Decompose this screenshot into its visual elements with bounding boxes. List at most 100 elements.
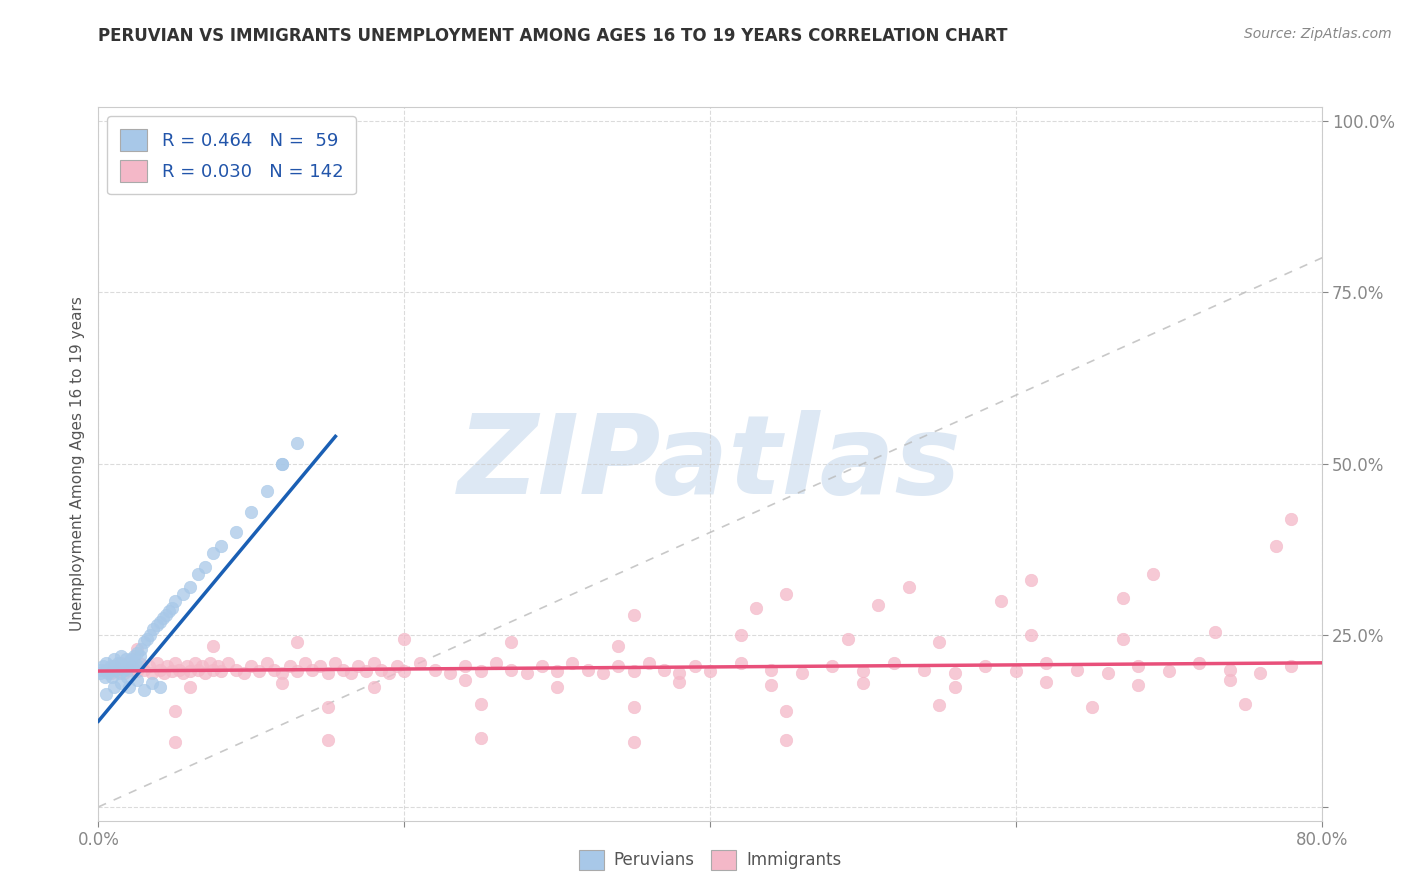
Point [423, 663, 446, 677]
Point [1004, 664, 1026, 678]
Point [179, 664, 201, 678]
Point [94, 663, 117, 677]
Point [107, 656, 129, 670]
Point [294, 656, 316, 670]
Point [160, 601, 183, 615]
Point [149, 615, 172, 629]
Point [153, 666, 176, 681]
Point [209, 539, 232, 553]
Point [576, 663, 599, 677]
Point [592, 666, 614, 681]
Point [105, 664, 128, 678]
Point [163, 704, 186, 718]
Point [103, 652, 125, 666]
Point [516, 666, 538, 681]
Point [217, 656, 239, 670]
Point [990, 594, 1012, 608]
Point [1112, 632, 1135, 646]
Point [1035, 656, 1057, 670]
Point [1188, 656, 1211, 670]
Point [354, 664, 377, 678]
Point [439, 666, 461, 681]
Point [943, 680, 966, 694]
Point [134, 663, 156, 677]
Point [683, 659, 706, 673]
Point [207, 659, 229, 673]
Point [1219, 663, 1241, 677]
Point [943, 666, 966, 681]
Point [163, 594, 186, 608]
Point [160, 664, 183, 678]
Point [1279, 512, 1302, 526]
Point [105, 659, 128, 673]
Point [332, 663, 354, 677]
Point [1234, 697, 1257, 711]
Point [155, 607, 177, 622]
Point [730, 656, 752, 670]
Point [240, 505, 263, 519]
Point [561, 656, 583, 670]
Point [122, 648, 145, 663]
Point [145, 618, 167, 632]
Point [93, 669, 115, 683]
Point [637, 656, 661, 670]
Point [112, 666, 135, 681]
Point [790, 666, 813, 681]
Point [278, 659, 301, 673]
Point [1019, 574, 1042, 588]
Point [897, 580, 920, 594]
Point [759, 663, 782, 677]
Point [285, 436, 308, 450]
Point [179, 580, 201, 594]
Point [385, 659, 408, 673]
Point [652, 663, 675, 677]
Point [104, 663, 127, 677]
Point [370, 663, 392, 677]
Point [668, 675, 690, 690]
Point [136, 632, 159, 646]
Point [837, 632, 859, 646]
Point [775, 587, 797, 601]
Point [363, 680, 385, 694]
Point [270, 457, 292, 471]
Point [127, 659, 149, 673]
Point [232, 666, 254, 681]
Point [134, 683, 156, 698]
Point [285, 664, 308, 678]
Point [163, 735, 186, 749]
Point [392, 664, 416, 678]
Point [730, 628, 752, 642]
Point [202, 663, 225, 677]
Point [169, 663, 191, 677]
Point [94, 656, 117, 670]
Point [316, 732, 339, 747]
Point [270, 676, 292, 690]
Point [240, 659, 263, 673]
Point [152, 611, 174, 625]
Point [110, 676, 132, 690]
Point [139, 628, 162, 642]
Point [256, 484, 278, 499]
Point [108, 666, 131, 681]
Point [141, 666, 163, 681]
Point [623, 700, 645, 714]
Point [1204, 624, 1226, 639]
Point [157, 604, 180, 618]
Point [101, 669, 124, 683]
Point [1157, 664, 1180, 678]
Point [100, 666, 122, 681]
Point [852, 664, 875, 678]
Point [775, 732, 797, 747]
Point [103, 680, 125, 694]
Legend: Peruvians, Immigrants: Peruvians, Immigrants [572, 843, 848, 877]
Point [607, 639, 630, 653]
Point [530, 659, 553, 673]
Point [94, 687, 117, 701]
Point [1128, 678, 1150, 692]
Point [1112, 591, 1135, 605]
Point [392, 632, 416, 646]
Point [1264, 539, 1286, 553]
Point [339, 666, 361, 681]
Point [1249, 666, 1271, 681]
Point [145, 656, 167, 670]
